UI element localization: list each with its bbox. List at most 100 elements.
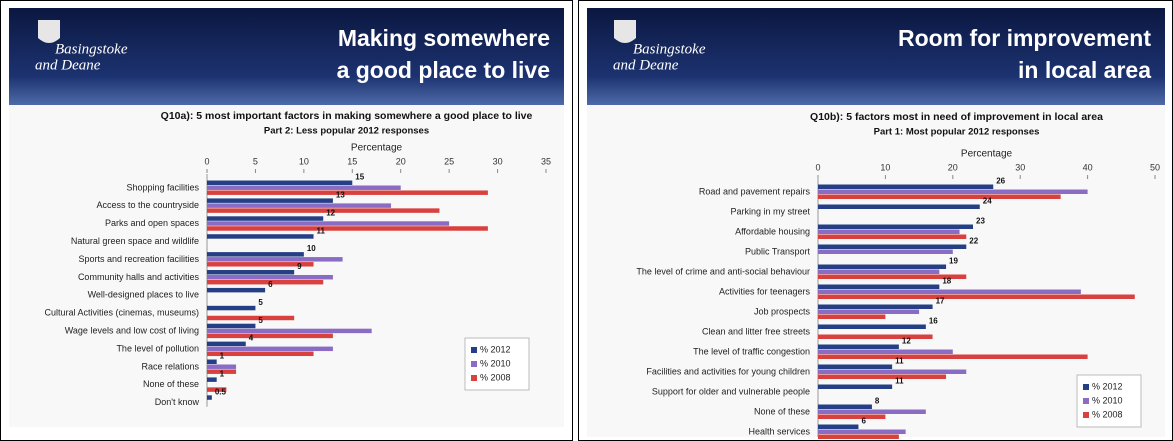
x-tick-label: 0 xyxy=(204,156,209,166)
category-label: The level of crime and anti-social behav… xyxy=(636,266,810,276)
data-label: 11 xyxy=(317,226,326,235)
category-label: Race relations xyxy=(141,361,199,371)
legend-swatch xyxy=(1083,398,1089,404)
bar xyxy=(207,333,333,339)
category-label: Cultural Activities (cinemas, museums) xyxy=(44,308,199,318)
bar xyxy=(207,226,488,231)
data-label: 9 xyxy=(297,262,302,271)
category-label: Facilities and activities for young chil… xyxy=(646,366,810,376)
category-label: Well-designed places to live xyxy=(88,290,199,300)
bar xyxy=(818,354,1088,359)
data-label: 5 xyxy=(258,298,263,307)
bar xyxy=(818,264,947,269)
bar xyxy=(207,279,324,285)
bar xyxy=(207,305,256,311)
bar xyxy=(818,269,940,274)
bar xyxy=(207,274,333,280)
bar xyxy=(207,369,237,374)
bar xyxy=(207,346,333,352)
bar xyxy=(818,434,899,439)
x-tick-label: 20 xyxy=(396,156,406,166)
data-label: 1 xyxy=(220,352,225,361)
bar xyxy=(207,287,266,293)
category-label: Affordable housing xyxy=(735,226,810,236)
category-label: Parking in my street xyxy=(730,206,810,216)
x-axis-label: Percentage xyxy=(351,143,403,154)
bar xyxy=(207,359,217,364)
bar xyxy=(207,315,295,321)
legend-label: % 2012 xyxy=(480,344,511,354)
bar xyxy=(207,328,372,334)
category-label: Road and pavement repairs xyxy=(699,186,811,196)
data-label: 18 xyxy=(942,277,951,286)
chart-title: Q10a): 5 most important factors in makin… xyxy=(161,110,533,122)
bar xyxy=(818,314,886,319)
chart-subtitle: Part 2: Less popular 2012 responses xyxy=(264,126,429,137)
data-label: 10 xyxy=(307,244,316,253)
category-label: Shopping facilities xyxy=(126,182,199,192)
bar xyxy=(207,341,246,347)
brand: and Deane xyxy=(613,57,679,73)
bar xyxy=(207,180,353,185)
data-label: 13 xyxy=(336,191,345,200)
data-label: 19 xyxy=(949,257,958,266)
brand: Basingstoke xyxy=(633,41,706,57)
legend-label: % 2008 xyxy=(480,372,511,382)
brand: Basingstoke xyxy=(55,41,128,57)
bar xyxy=(818,364,893,369)
bar xyxy=(207,257,343,262)
bar xyxy=(818,284,940,289)
slide-heading: Making somewhere xyxy=(338,25,550,51)
data-label: 1 xyxy=(220,370,225,379)
bar xyxy=(818,384,893,389)
bar xyxy=(818,424,859,429)
category-label: None of these xyxy=(143,379,199,389)
bar xyxy=(207,351,314,357)
data-label: 15 xyxy=(355,173,364,182)
bar xyxy=(818,344,899,349)
bar xyxy=(818,249,953,254)
data-label: 11 xyxy=(895,357,904,366)
data-label: 26 xyxy=(996,177,1005,186)
bar xyxy=(207,252,304,257)
category-label: Parks and open spaces xyxy=(105,218,200,228)
x-tick-label: 10 xyxy=(880,162,890,172)
x-tick-label: 5 xyxy=(253,156,258,166)
bar xyxy=(207,203,392,208)
bar xyxy=(818,309,920,314)
slide-heading: Room for improvement xyxy=(898,25,1151,51)
category-label: None of these xyxy=(754,406,810,416)
bar xyxy=(818,234,967,239)
category-label: Community halls and activities xyxy=(78,272,200,282)
x-tick-label: 10 xyxy=(299,156,309,166)
chart-subtitle: Part 1: Most popular 2012 responses xyxy=(874,127,1040,138)
x-tick-label: 25 xyxy=(444,156,454,166)
chart-title: Q10b): 5 factors most in need of improve… xyxy=(810,111,1103,123)
category-label: Public Transport xyxy=(745,246,811,256)
x-tick-label: 0 xyxy=(815,162,820,172)
category-label: Natural green space and wildlife xyxy=(71,236,199,246)
category-label: Activities for teenagers xyxy=(719,286,811,296)
bar xyxy=(818,414,886,419)
header xyxy=(9,8,564,105)
bar xyxy=(818,324,926,329)
bar xyxy=(818,304,933,309)
bar xyxy=(207,387,227,392)
bar xyxy=(818,189,1088,194)
bar xyxy=(818,224,974,229)
bar xyxy=(818,274,967,279)
category-label: Support for older and vulnerable people xyxy=(652,386,810,396)
legend-label: % 2010 xyxy=(1092,395,1123,405)
bar xyxy=(207,190,488,195)
legend-swatch xyxy=(1083,412,1089,418)
bar xyxy=(818,404,872,409)
data-label: 6 xyxy=(861,417,866,426)
data-label: 4 xyxy=(249,334,254,343)
data-label: 12 xyxy=(326,208,335,217)
legend-label: % 2012 xyxy=(1092,381,1123,391)
data-label: 0.5 xyxy=(215,387,227,396)
data-label: 23 xyxy=(976,217,985,226)
bar xyxy=(207,270,295,275)
bar xyxy=(818,184,994,189)
bar xyxy=(818,194,1061,199)
